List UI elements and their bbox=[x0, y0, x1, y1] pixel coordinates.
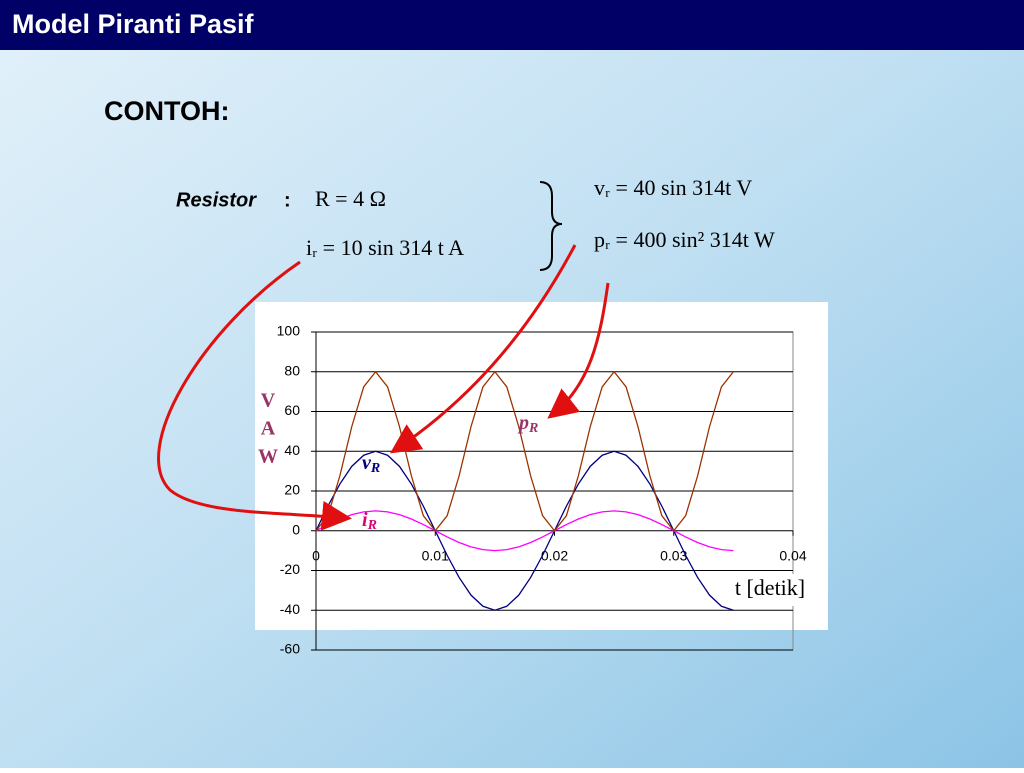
arrow bbox=[390, 244, 577, 454]
y-tick-label: 40 bbox=[284, 442, 300, 458]
x-axis-label: t [detik] bbox=[735, 575, 805, 600]
equation: vᵣ = 40 sin 314t V bbox=[594, 175, 752, 200]
slide-title: Model Piranti Pasif bbox=[12, 9, 255, 39]
series-label: pR bbox=[517, 412, 538, 437]
heading: CONTOH: bbox=[104, 96, 230, 126]
series-label: vR bbox=[362, 452, 380, 477]
y-tick-label: 0 bbox=[292, 521, 300, 537]
x-tick-label: 0.03 bbox=[660, 547, 687, 563]
y-tick-label: 20 bbox=[284, 482, 300, 498]
title-bar bbox=[0, 0, 1024, 50]
brace bbox=[539, 181, 563, 271]
x-tick-label: 0.04 bbox=[779, 547, 806, 563]
equation: pᵣ = 400 sin² 314t W bbox=[594, 227, 775, 252]
y-tick-label: -40 bbox=[280, 601, 300, 617]
x-tick-label: 0.01 bbox=[422, 547, 449, 563]
y-tick-label: 100 bbox=[277, 323, 301, 339]
arrow bbox=[547, 282, 610, 419]
chart: -60 -40 -20 0 20 40 60 80 100 0 0.01 0.02 0.03 0.04 vR… bbox=[258, 323, 818, 657]
x-label-box bbox=[722, 574, 818, 606]
y-axis-label: A bbox=[261, 418, 276, 440]
x-tick-label: 0.02 bbox=[541, 547, 568, 563]
series-label: iR bbox=[362, 509, 377, 534]
y-tick-label: -20 bbox=[280, 561, 300, 577]
series-line bbox=[315, 510, 734, 552]
equation: R = 4 Ω bbox=[315, 186, 386, 211]
y-tick-label: 80 bbox=[284, 362, 300, 378]
y-tick-label: 60 bbox=[284, 402, 300, 418]
y-axis-label: W bbox=[258, 446, 278, 468]
y-tick-label: -60 bbox=[280, 641, 300, 657]
y-axis-label: V bbox=[261, 390, 276, 412]
x-tick-label: 0 bbox=[312, 547, 320, 563]
equation: iᵣ = 10 sin 314 t A bbox=[306, 235, 464, 260]
arrow bbox=[157, 260, 352, 531]
series-line bbox=[315, 370, 734, 532]
resistor-label: Resistor bbox=[176, 189, 257, 211]
colon: : bbox=[284, 189, 291, 211]
series-line bbox=[315, 450, 734, 611]
